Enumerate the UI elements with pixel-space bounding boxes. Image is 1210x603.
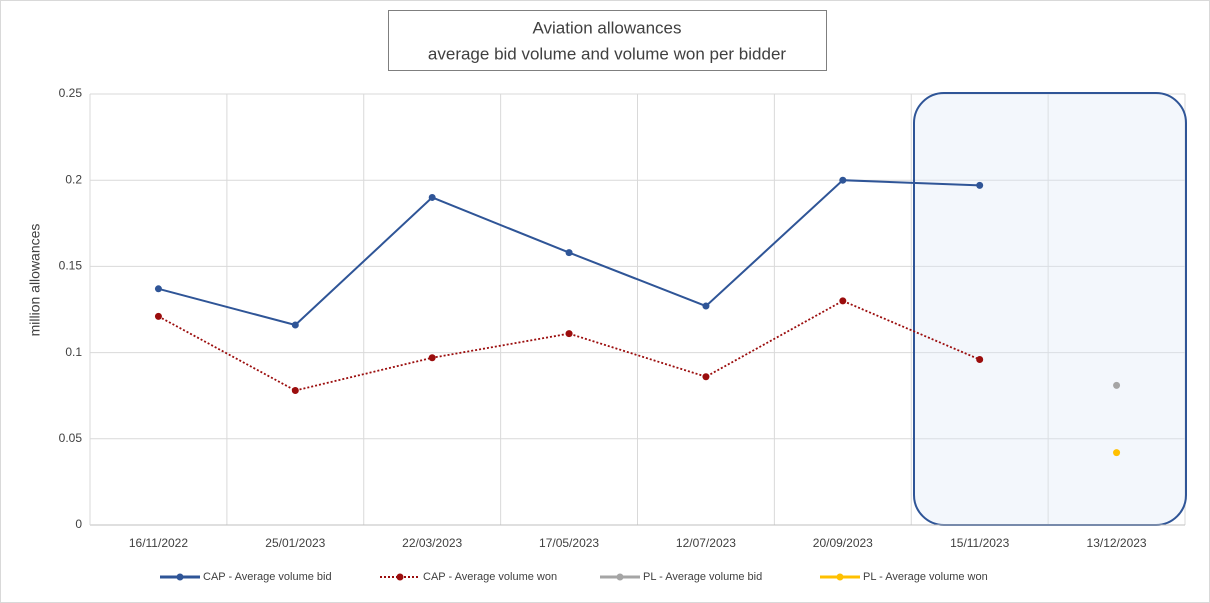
- highlight-box: [913, 92, 1187, 526]
- legend-marker: [836, 573, 844, 581]
- legend-marker: [396, 573, 404, 581]
- x-tick-label: 22/03/2023: [402, 536, 462, 550]
- y-tick-label: 0.2: [65, 172, 82, 186]
- x-tick-label: 12/07/2023: [676, 536, 736, 550]
- data-point: [976, 355, 984, 363]
- data-point: [154, 285, 162, 293]
- data-point: [428, 193, 436, 201]
- legend-label: CAP - Average volume bid: [203, 571, 332, 583]
- data-point: [565, 330, 573, 338]
- legend-label: PL - Average volume bid: [643, 571, 762, 583]
- data-point: [565, 249, 573, 257]
- data-point: [839, 297, 847, 305]
- chart-title: Aviation allowances: [533, 18, 682, 37]
- data-point: [1113, 449, 1121, 457]
- data-point: [702, 302, 710, 310]
- x-tick-label: 20/09/2023: [813, 536, 873, 550]
- chart-subtitle: average bid volume and volume won per bi…: [428, 44, 787, 63]
- x-tick-label: 25/01/2023: [265, 536, 325, 550]
- x-tick-label: 13/12/2023: [1087, 536, 1147, 550]
- x-tick-label: 15/11/2023: [950, 536, 1009, 550]
- y-tick-label: 0.1: [65, 345, 82, 359]
- data-point: [702, 373, 710, 381]
- title-box: [388, 10, 827, 71]
- legend-marker: [616, 573, 624, 581]
- legend-label: CAP - Average volume won: [423, 571, 557, 583]
- data-point: [291, 387, 299, 395]
- y-axis-label: million allowances: [27, 224, 43, 337]
- data-point: [1113, 381, 1121, 389]
- y-tick-label: 0.15: [59, 259, 83, 273]
- data-point: [154, 312, 162, 320]
- data-point: [291, 321, 299, 329]
- x-tick-label: 17/05/2023: [539, 536, 599, 550]
- x-tick-label: 16/11/2022: [129, 536, 188, 550]
- y-tick-label: 0.05: [59, 431, 83, 445]
- data-point: [976, 181, 984, 189]
- y-tick-label: 0.25: [59, 86, 83, 100]
- data-point: [428, 354, 436, 362]
- y-tick-label: 0: [75, 517, 82, 531]
- data-point: [839, 176, 847, 184]
- legend-label: PL - Average volume won: [863, 571, 988, 583]
- legend-marker: [176, 573, 184, 581]
